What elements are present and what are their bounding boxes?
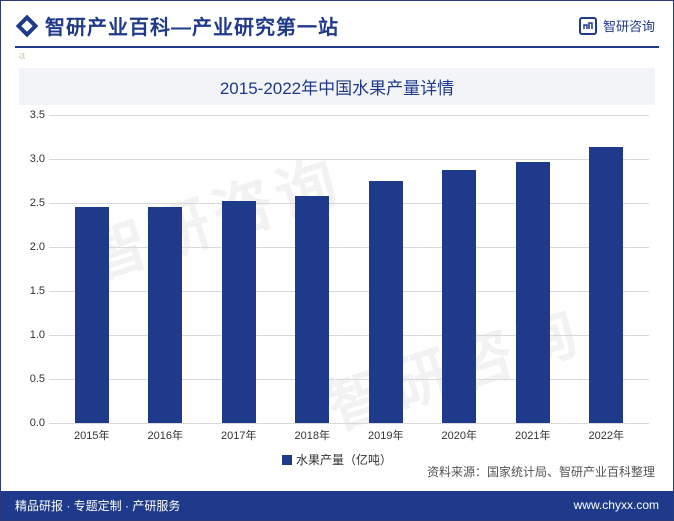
bar <box>369 181 403 423</box>
y-tick-label: 2.5 <box>21 197 45 209</box>
bar <box>295 196 329 422</box>
bar <box>75 207 109 423</box>
report-card: 智研咨询 智研咨询 智研产业百科—产业研究第一站 智研咨询 a 2015-202… <box>0 0 674 521</box>
x-tick-label: 2019年 <box>349 427 423 443</box>
bar <box>148 207 182 423</box>
x-tick-label: 2018年 <box>276 427 350 443</box>
y-tick-label: 3.0 <box>21 153 45 165</box>
header-title: 智研产业百科—产业研究第一站 <box>45 11 339 40</box>
brand-logo-icon <box>579 17 597 35</box>
header-left: 智研产业百科—产业研究第一站 <box>19 11 339 40</box>
y-tick-label: 0.5 <box>21 373 45 385</box>
bar <box>222 201 256 423</box>
y-tick-label: 3.5 <box>21 109 45 121</box>
x-tick-label: 2022年 <box>570 427 644 443</box>
brand-name: 智研咨询 <box>603 16 655 35</box>
footer-right: www.chyxx.com <box>574 498 659 514</box>
x-tick-label: 2021年 <box>496 427 570 443</box>
diamond-icon <box>16 14 39 37</box>
grid-line <box>49 423 649 424</box>
x-tick-label: 2016年 <box>129 427 203 443</box>
bar-slot: 2017年 <box>202 115 276 423</box>
bar-slot: 2015年 <box>55 115 129 423</box>
footer-left: 精品研报 · 专题定制 · 产研服务 <box>15 497 180 514</box>
legend-swatch <box>282 455 292 465</box>
plot-region: 0.00.51.01.52.02.53.03.5 2015年2016年2017年… <box>49 115 649 423</box>
header: 智研产业百科—产业研究第一站 智研咨询 <box>1 1 673 46</box>
x-tick-label: 2017年 <box>202 427 276 443</box>
bar-slot: 2016年 <box>129 115 203 423</box>
source-text: 资料来源：国家统计局、智研产业百科整理 <box>427 463 655 480</box>
bar <box>589 147 623 422</box>
bar-slot: 2020年 <box>423 115 497 423</box>
small-tag: a <box>1 48 673 62</box>
bar-slot: 2018年 <box>276 115 350 423</box>
bar-slot: 2019年 <box>349 115 423 423</box>
brand-badge: 智研咨询 <box>579 16 655 35</box>
bar-slot: 2021年 <box>496 115 570 423</box>
footer: 精品研报 · 专题定制 · 产研服务 www.chyxx.com <box>1 491 673 520</box>
legend-label: 水果产量（亿吨） <box>296 453 392 467</box>
x-tick-label: 2020年 <box>423 427 497 443</box>
y-tick-label: 1.5 <box>21 285 45 297</box>
x-tick-label: 2015年 <box>55 427 129 443</box>
bars-container: 2015年2016年2017年2018年2019年2020年2021年2022年 <box>49 115 649 423</box>
chart-area: 0.00.51.01.52.02.53.03.5 2015年2016年2017年… <box>19 109 655 449</box>
y-tick-label: 0.0 <box>21 417 45 429</box>
y-tick-label: 2.0 <box>21 241 45 253</box>
bar <box>442 170 476 423</box>
bar <box>516 162 550 422</box>
bar-slot: 2022年 <box>570 115 644 423</box>
y-tick-label: 1.0 <box>21 329 45 341</box>
chart-title: 2015-2022年中国水果产量详情 <box>19 68 655 105</box>
